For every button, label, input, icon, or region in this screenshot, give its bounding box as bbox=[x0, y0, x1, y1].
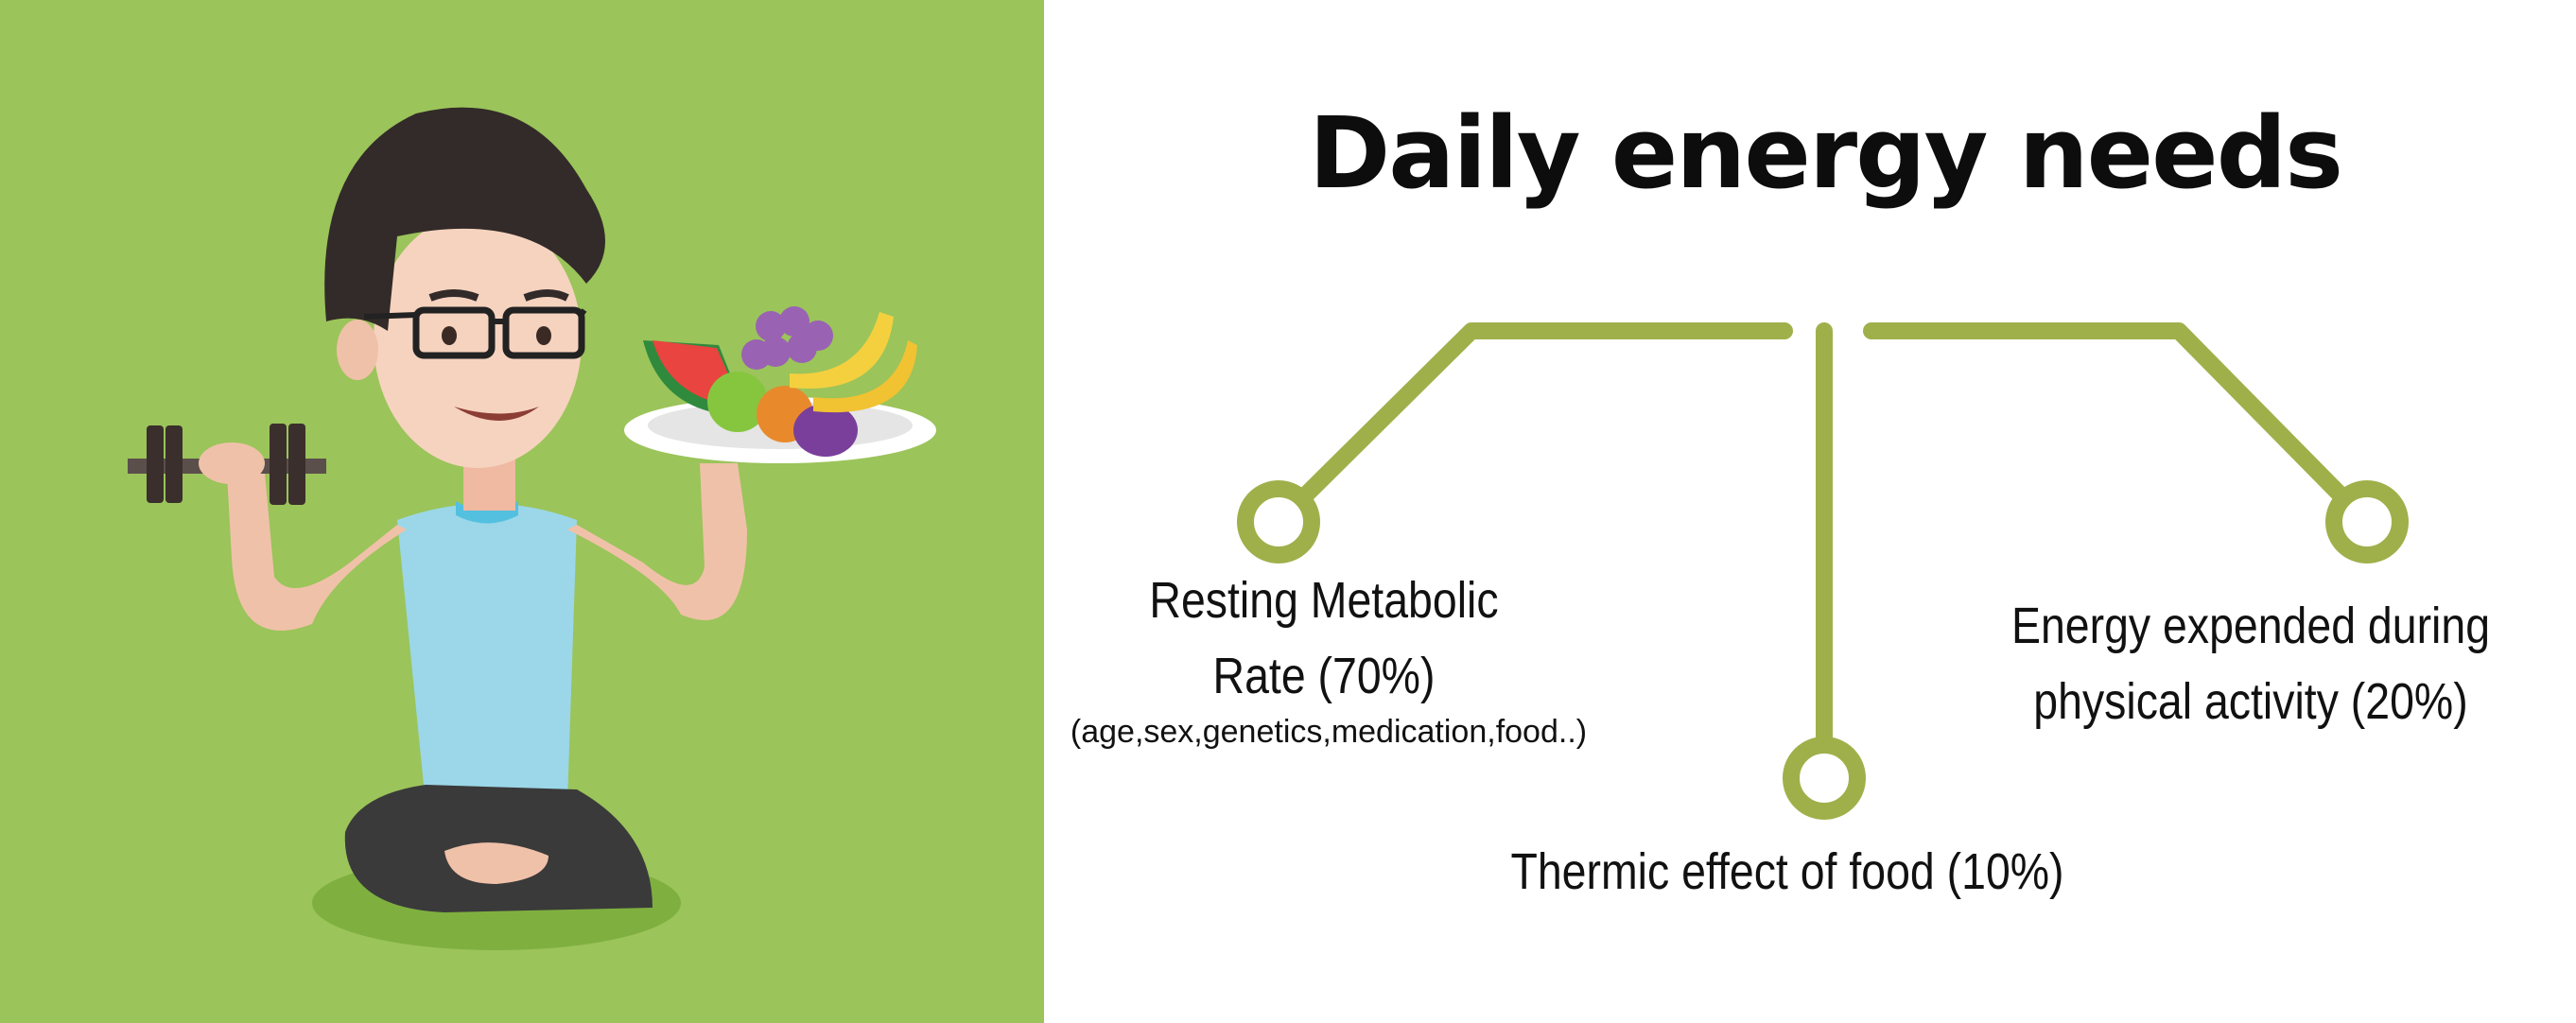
diagram-title: Daily energy needs bbox=[1308, 95, 2343, 211]
rmr-detail: (age,sex,genetics,medication,food..) bbox=[1070, 714, 1588, 750]
node-tef bbox=[1783, 737, 1866, 820]
rmr-label-line2: Rate (70%) bbox=[1212, 648, 1436, 704]
physical-activity-label: Energy expended during physical activity… bbox=[2007, 588, 2495, 739]
connector-pa bbox=[1863, 322, 2376, 530]
connector-lines bbox=[1237, 322, 2409, 820]
node-rmr bbox=[1237, 480, 1320, 564]
rmr-label-line1: Resting Metabolic bbox=[1149, 572, 1499, 629]
physical-activity-label-line1: Energy expended during bbox=[2010, 598, 2491, 654]
thermic-effect-label: Thermic effect of food (10%) bbox=[1510, 843, 2064, 900]
node-pa bbox=[2325, 480, 2409, 564]
physical-activity-label-line2: physical activity (20%) bbox=[2033, 673, 2468, 730]
rmr-label: Resting Metabolic Rate (70%) bbox=[1080, 563, 1568, 714]
connector-rmr bbox=[1270, 322, 1793, 530]
man-with-dumbbell-and-fruit-plate-icon bbox=[128, 107, 936, 950]
